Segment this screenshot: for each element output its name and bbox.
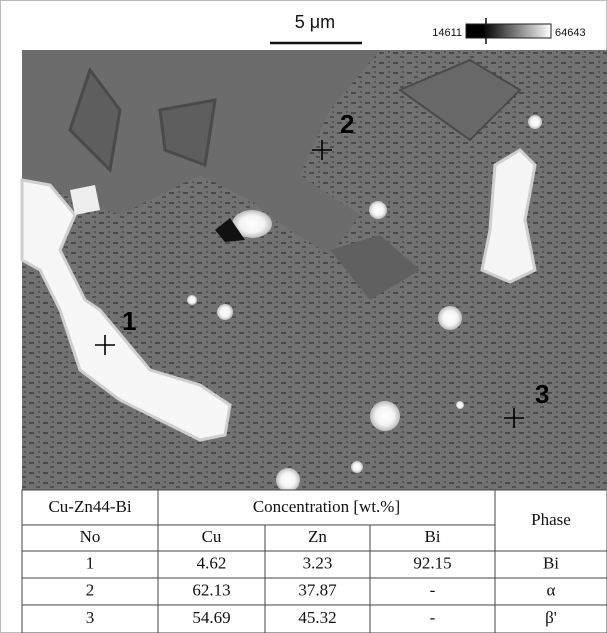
scale-bar-label: 5 μm [295, 12, 335, 32]
table-cell: 3.23 [303, 553, 333, 572]
table-cell: 92.15 [413, 553, 451, 572]
intensity-max: 64643 [555, 27, 586, 39]
table-subheader: No [80, 527, 101, 546]
table-header: Cu-Zn44-Bi [48, 497, 131, 516]
table-cell: 37.87 [298, 580, 337, 599]
intensity-bar [466, 24, 551, 38]
sem-image [22, 50, 607, 492]
marker-label: 2 [340, 109, 354, 139]
table-cell: 2 [86, 580, 95, 599]
table-cell: 1 [86, 553, 95, 572]
marker-label: 1 [122, 306, 136, 336]
figure: 5 μm 14611 64643 1 2 3 [0, 0, 607, 633]
table-cell: 4.62 [197, 553, 227, 572]
table-cell: - [430, 608, 436, 627]
table-cell: 3 [86, 608, 95, 627]
table-header: Concentration [wt.%] [253, 497, 400, 516]
table-subheader: Zn [308, 527, 327, 546]
table-cell: 54.69 [192, 608, 230, 627]
table-cell: β' [545, 608, 557, 627]
table-cell: α [547, 580, 556, 599]
table-subheader: Cu [202, 527, 222, 546]
table-cell: 45.32 [298, 608, 336, 627]
marker-label: 3 [535, 379, 549, 409]
table-cell: 62.13 [192, 580, 230, 599]
table-subheader: Bi [424, 527, 440, 546]
table-cell: Bi [543, 553, 559, 572]
table-cell: - [430, 580, 436, 599]
intensity-min: 14611 [432, 27, 462, 39]
table-header: Phase [531, 510, 571, 529]
